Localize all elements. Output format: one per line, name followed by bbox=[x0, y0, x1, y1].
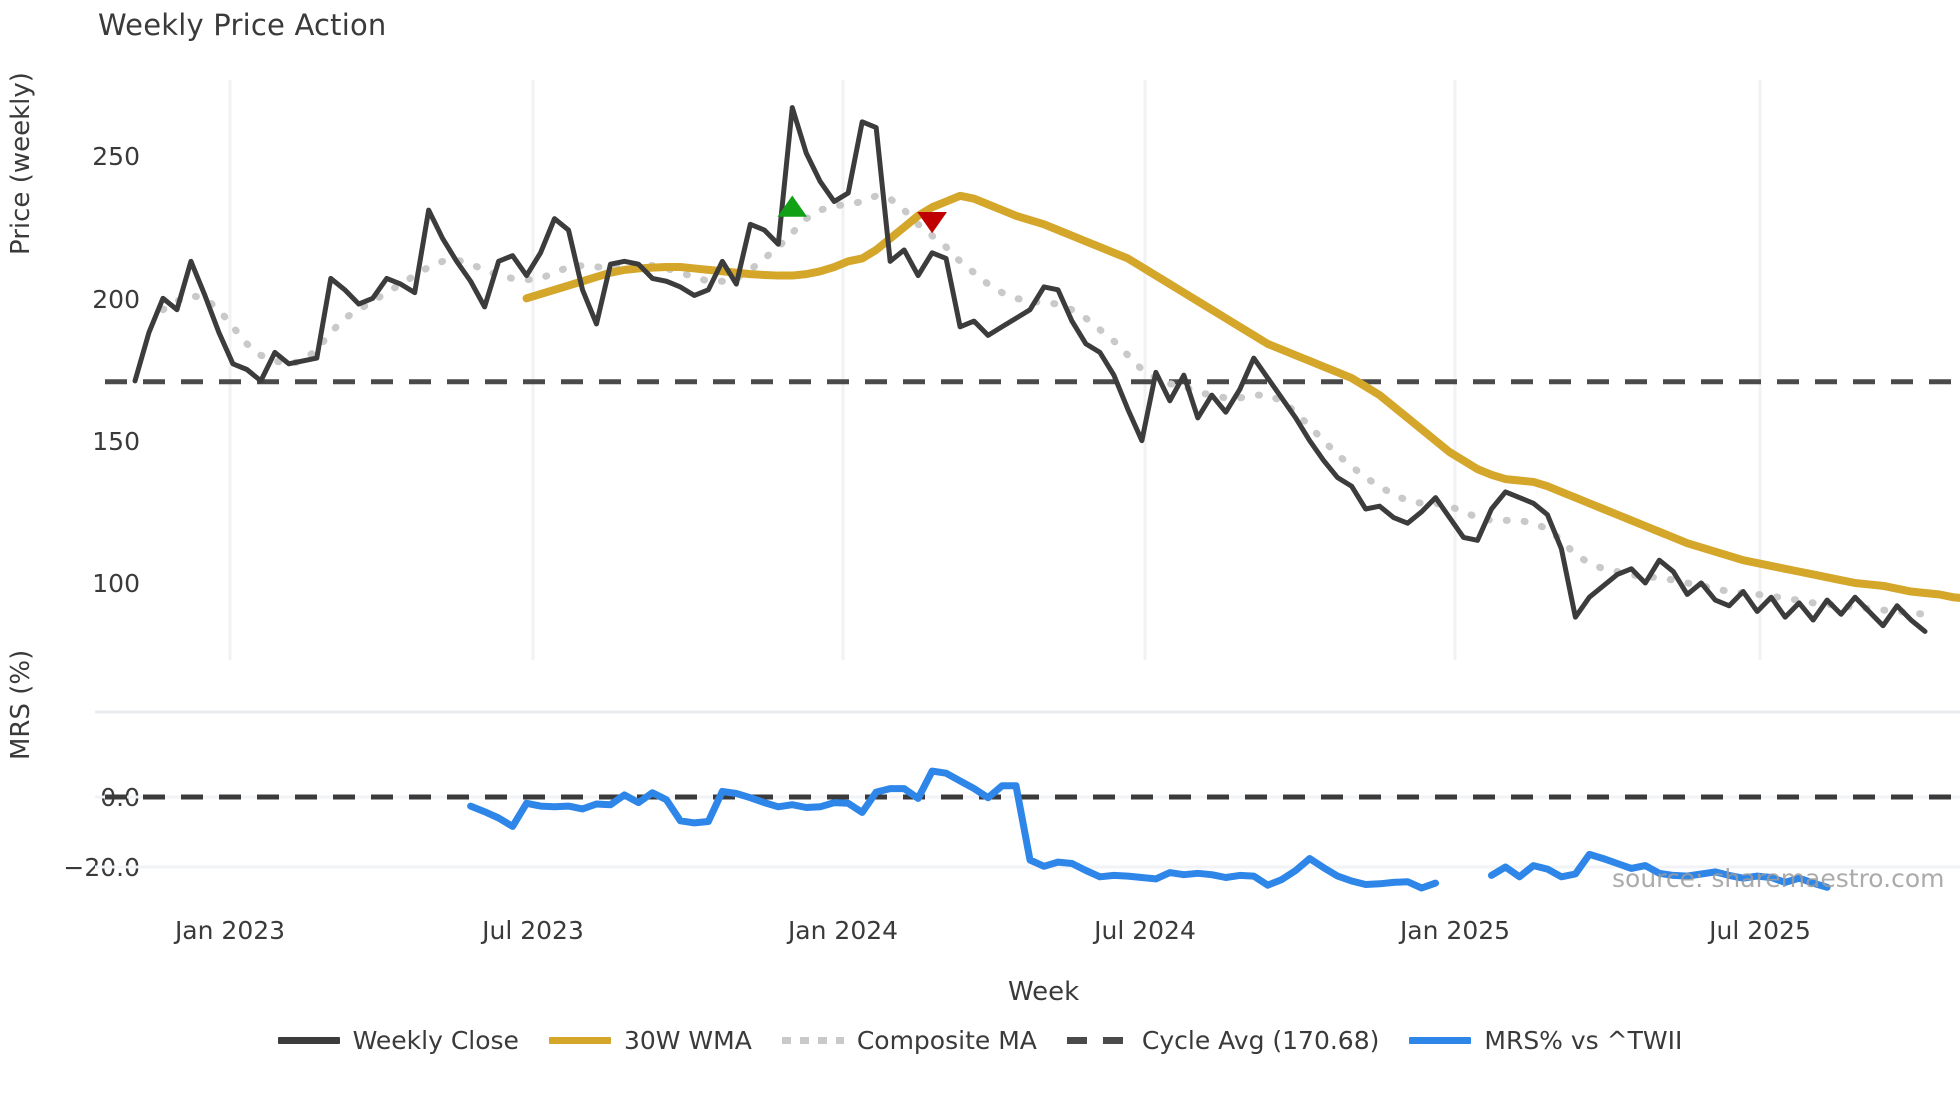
legend-item-weekly-close[interactable]: Weekly Close bbox=[277, 1026, 519, 1055]
xtick-jan-2025: Jan 2025 bbox=[1399, 916, 1511, 945]
chart-title: Weekly Price Action bbox=[98, 8, 387, 42]
x-axis-title: Week bbox=[1008, 977, 1080, 1007]
legend-label-2: Composite MA bbox=[856, 1026, 1037, 1055]
xtick-jan-2023: Jan 2023 bbox=[174, 916, 286, 945]
sell-marker bbox=[917, 211, 947, 234]
legend-item-mrs-vs-twii[interactable]: MRS% vs ^TWII bbox=[1409, 1026, 1682, 1055]
xtick-jul-2023: Jul 2023 bbox=[482, 916, 584, 945]
legend-label-1: 30W WMA bbox=[623, 1026, 752, 1055]
legend-label-0: Weekly Close bbox=[352, 1026, 519, 1055]
price-ytick-150: 150 bbox=[92, 427, 140, 456]
legend-item-30w-wma[interactable]: 30W WMA bbox=[548, 1026, 752, 1055]
price-ytick-250: 250 bbox=[92, 142, 140, 171]
xtick-jul-2024: Jul 2024 bbox=[1094, 916, 1196, 945]
buy-marker bbox=[777, 195, 808, 217]
legend-swatch-4 bbox=[1409, 1037, 1472, 1044]
source-watermark: source: sharemaestro.com bbox=[1612, 864, 1945, 893]
legend-swatch-2 bbox=[781, 1037, 844, 1044]
price-ytick-100: 100 bbox=[92, 569, 140, 598]
gridlines bbox=[95, 80, 1960, 869]
legend-item-composite-ma[interactable]: Composite MA bbox=[781, 1026, 1037, 1055]
price-ytick-200: 200 bbox=[92, 285, 140, 314]
xtick-jul-2025: Jul 2025 bbox=[1709, 916, 1811, 945]
chart-legend: Weekly Close 30W WMA Composite MA Cycle Avg… bbox=[0, 1026, 1960, 1055]
legend-swatch-3 bbox=[1066, 1037, 1129, 1044]
xtick-jan-2024: Jan 2024 bbox=[787, 916, 899, 945]
legend-swatch-1 bbox=[548, 1037, 611, 1044]
legend-label-4: MRS% vs ^TWII bbox=[1484, 1026, 1683, 1055]
mrs-panel bbox=[105, 767, 1960, 892]
price-panel bbox=[105, 105, 1960, 634]
legend-label-3: Cycle Avg (170.68) bbox=[1141, 1026, 1380, 1055]
legend-swatch-0 bbox=[277, 1037, 340, 1044]
legend-item-cycle-avg-170-68[interactable]: Cycle Avg (170.68) bbox=[1066, 1026, 1380, 1055]
